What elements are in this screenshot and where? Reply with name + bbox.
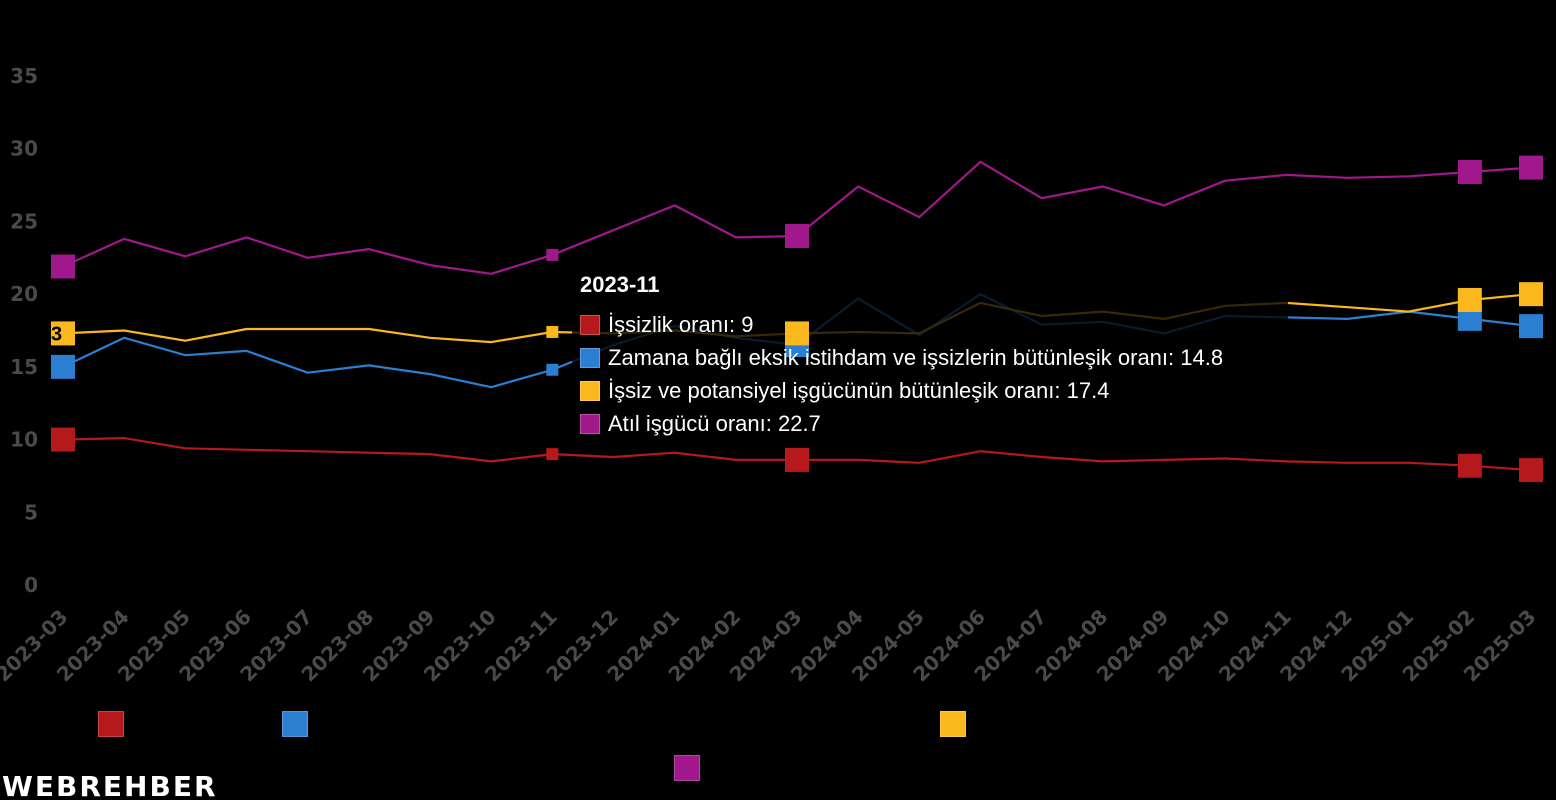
underemployment-marker [51, 354, 75, 379]
tooltip-label-idle-labour: Atıl işgücü oranı: 22.7 [608, 411, 821, 436]
tooltip-title: 2023-11 [580, 272, 660, 297]
tooltip-row-idle-labour: Atıl işgücü oranı: 22.7 [580, 411, 821, 437]
y-tick-label: 30 [10, 137, 38, 161]
legend-swatch-idle-labour [674, 755, 700, 781]
legend-item-potential-labour[interactable]: İşsiz ve potansiyel işgücünün bütünleşik… [940, 711, 1339, 737]
y-tick-label: 25 [10, 209, 38, 233]
unemployment-marker [1519, 458, 1543, 483]
tooltip-label-unemployment: İşsizlik oranı: 9 [608, 312, 754, 337]
idle-labour-marker [51, 254, 75, 279]
tooltip-swatch-underemployment [580, 348, 600, 368]
y-tick-label: 0 [24, 573, 38, 597]
tooltip-swatch-unemployment [580, 315, 600, 335]
logo-text: WEBREHBER [2, 770, 218, 800]
idle-labour-marker [785, 223, 809, 248]
y-tick-label: 35 [10, 64, 38, 88]
y-tick-label: 5 [24, 500, 38, 524]
chart-tooltip: 2023-11 İşsizlik oranı: 9 Zamana bağlı e… [570, 262, 1290, 442]
legend-label-underemployment: Zamana bağlı eksik istihdam ve işsizleri… [316, 713, 775, 734]
idle-labour-marker [1519, 155, 1543, 180]
tooltip-row-underemployment: Zamana bağlı eksik istihdam ve işsizleri… [580, 345, 1223, 371]
legend-label-potential-labour: İşsiz ve potansiyel işgücünün bütünleşik… [974, 713, 1340, 734]
tooltip-row-unemployment: İşsizlik oranı: 9 [580, 312, 754, 338]
legend-swatch-potential-labour [940, 711, 966, 737]
tooltip-row-potential-labour: İşsiz ve potansiyel işgücünün bütünleşik… [580, 378, 1109, 404]
legend-swatch-unemployment [98, 711, 124, 737]
underemployment-marker-hover [546, 363, 559, 376]
legend-item-unemployment[interactable]: İşsizlik oranı [98, 711, 231, 737]
tooltip-backdrop [572, 262, 1288, 442]
legend-item-underemployment[interactable]: Zamana bağlı eksik istihdam ve işsizleri… [282, 711, 774, 737]
y-tick-label: 15 [10, 355, 38, 379]
unemployment-marker [51, 427, 75, 452]
y-tick-label: 20 [10, 282, 38, 306]
potential-labour-marker-hover [546, 325, 559, 338]
y-tick-label: 10 [10, 428, 38, 452]
potential-labour-marker [51, 321, 75, 346]
legend-swatch-underemployment [282, 711, 308, 737]
tooltip-label-underemployment: Zamana bağlı eksik istihdam ve işsizleri… [608, 345, 1224, 370]
unemployment-marker-hover [546, 448, 559, 461]
potential-labour-marker [785, 321, 809, 346]
first-point-label: 3 [51, 323, 62, 345]
potential-labour-marker [1519, 282, 1543, 307]
idle-labour-marker-hover [546, 248, 559, 261]
idle-labour-line [62, 160, 1532, 275]
tooltip-label-potential-labour: İşsiz ve potansiyel işgücünün bütünleşik… [608, 378, 1110, 403]
unemployment-marker [1457, 453, 1482, 478]
tooltip-swatch-idle-labour [580, 414, 600, 434]
webrehber-logo: WEBREHBER [2, 770, 218, 800]
potential-labour-marker [1457, 287, 1482, 312]
unemployment-marker [785, 447, 809, 472]
underemployment-marker [1519, 314, 1543, 339]
legend-item-idle-labour[interactable]: Atıl işgücü oranı [674, 755, 837, 781]
legend-label-idle-labour: Atıl işgücü oranı [708, 757, 838, 778]
tooltip-swatch-potential-labour [580, 381, 600, 401]
legend-label-unemployment: İşsizlik oranı [132, 713, 232, 734]
idle-labour-marker [1457, 159, 1482, 184]
